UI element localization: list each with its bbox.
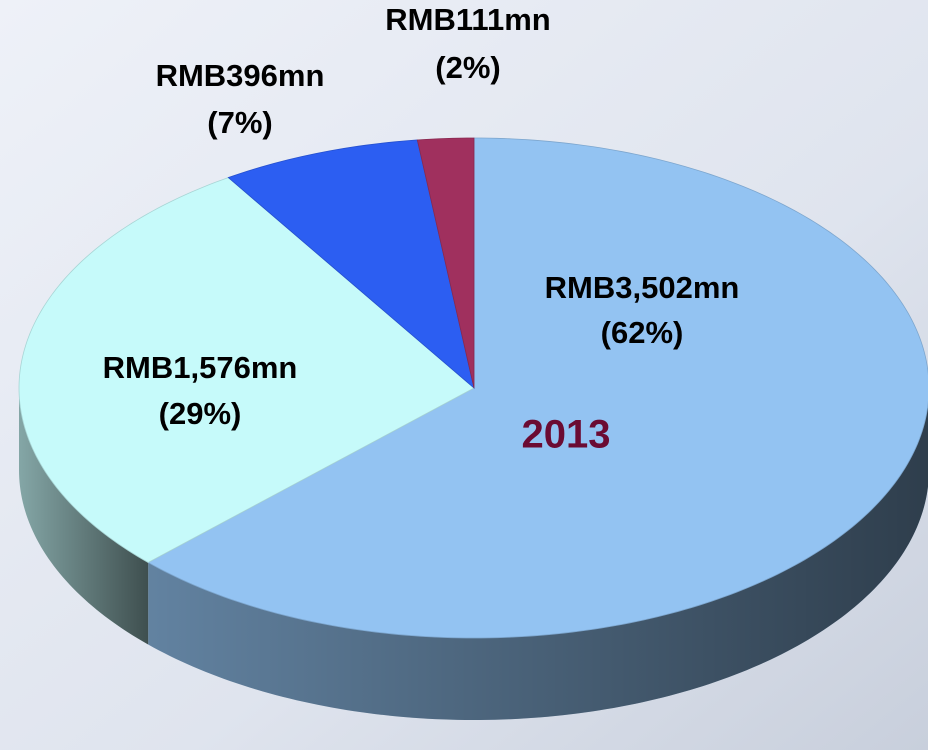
percent-label: (2%) [435,50,500,85]
percent-label: (29%) [159,396,242,431]
chart: RMB3,502mn (62%) RMB1,576mn (29%) RMB396mn (7… [0,0,928,750]
pie [19,138,928,720]
data-label: RMB1,576mn [103,350,298,385]
data-label: RMB3,502mn [545,270,740,305]
chart-subtitle: 2013 [522,413,611,457]
percent-label: (62%) [601,315,684,350]
percent-label: (7%) [207,105,272,140]
data-label: RMB111mn [385,2,550,37]
data-label: RMB396mn [156,58,325,93]
